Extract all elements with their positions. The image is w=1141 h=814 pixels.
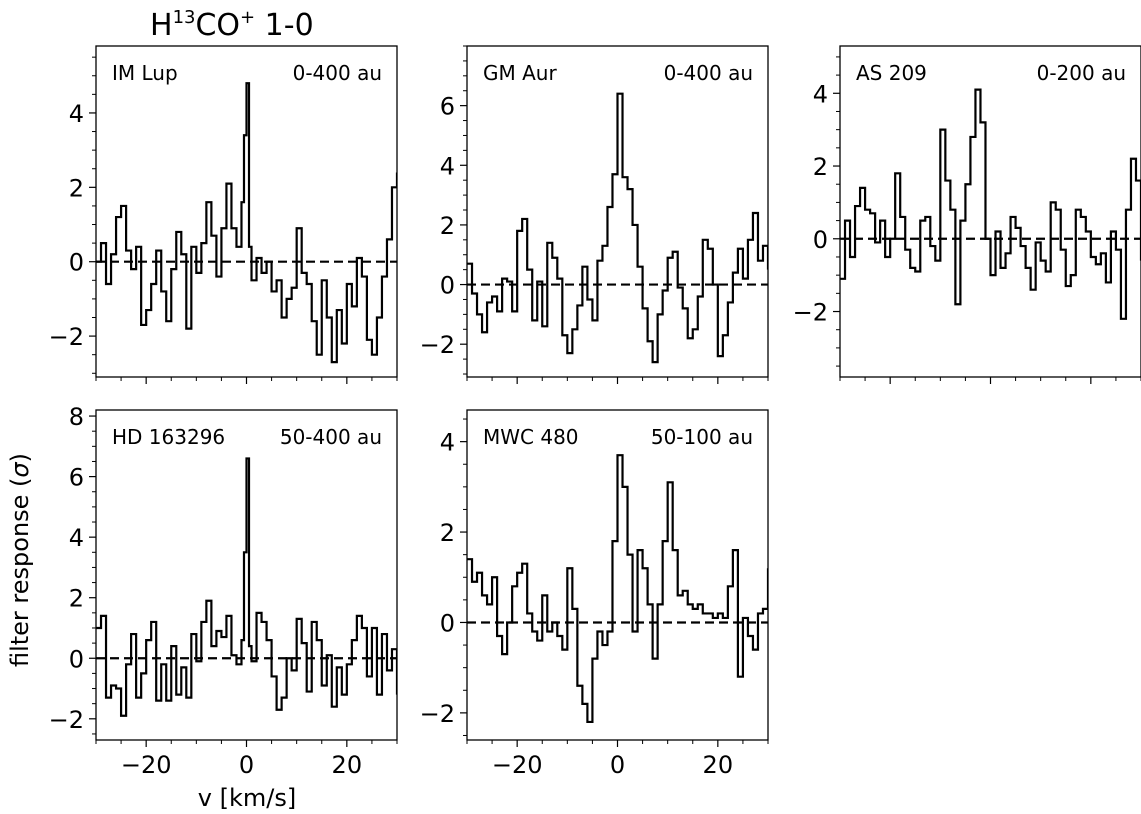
hd-163296-x-tick-label: −20 bbox=[121, 751, 172, 779]
gm-aur-source-label: GM Aur bbox=[483, 61, 557, 85]
title-superscript-charge: + bbox=[240, 7, 255, 28]
as-209-y-tick-label: 2 bbox=[813, 153, 828, 181]
y-axis-label-symbol: σ bbox=[6, 462, 34, 478]
im-lup-spectrum-line bbox=[96, 82, 397, 364]
as-209-radius-label: 0-200 au bbox=[1037, 61, 1126, 85]
gm-aur-y-tick-label: 4 bbox=[440, 152, 455, 180]
mwc-480-source-label: MWC 480 bbox=[483, 425, 579, 449]
hd-163296-spectrum-line bbox=[96, 457, 397, 717]
y-axis-label-suffix: ) bbox=[6, 453, 34, 462]
im-lup-y-tick-label: −2 bbox=[49, 323, 84, 351]
as-209-y-tick-label: −2 bbox=[793, 299, 828, 327]
hd-163296-y-tick-label: 2 bbox=[69, 585, 84, 613]
panel-gm-aur: −2 0 2 4 6 GM Aur 0-400 au bbox=[420, 45, 769, 384]
gm-aur-y-tick-label: 6 bbox=[440, 93, 455, 121]
title-molecule: CO bbox=[195, 8, 240, 43]
hd-163296-y-tick-label: −2 bbox=[49, 706, 84, 734]
hd-163296-y-tick-label: 6 bbox=[69, 464, 84, 492]
as-209-frame bbox=[839, 45, 1141, 378]
gm-aur-y-tick-label: 2 bbox=[440, 212, 455, 240]
as-209-spectrum-line bbox=[840, 88, 1141, 320]
mwc-480-y-tick-label: −2 bbox=[420, 700, 455, 728]
y-axis-label: filter response (σ) bbox=[6, 453, 34, 667]
gm-aur-y-tick-label: −2 bbox=[420, 331, 455, 359]
title-prefix: H bbox=[150, 8, 173, 43]
title-transition: 1-0 bbox=[255, 8, 314, 43]
hd-163296-y-tick-label: 0 bbox=[69, 645, 84, 673]
panel-as-209: −2 0 2 4 AS 209 0-200 au bbox=[793, 45, 1141, 384]
hd-163296-radius-label: 50-400 au bbox=[280, 425, 382, 449]
im-lup-y-tick-label: 0 bbox=[69, 249, 84, 277]
as-209-y-tick-label: 0 bbox=[813, 226, 828, 254]
as-209-source-label: AS 209 bbox=[856, 61, 927, 85]
hd-163296-y-tick-label: 8 bbox=[69, 403, 84, 431]
hd-163296-x-tick-label: 0 bbox=[239, 751, 254, 779]
mwc-480-y-tick-label: 2 bbox=[440, 519, 455, 547]
mwc-480-y-tick-label: 0 bbox=[440, 609, 455, 637]
mwc-480-spectrum-line bbox=[467, 454, 768, 724]
gm-aur-y-tick-label: 0 bbox=[440, 272, 455, 300]
mwc-480-radius-label: 50-100 au bbox=[651, 425, 753, 449]
title-superscript-isotope: 13 bbox=[173, 7, 196, 28]
y-axis-label-prefix: filter response ( bbox=[6, 478, 34, 667]
hd-163296-source-label: HD 163296 bbox=[112, 425, 225, 449]
gm-aur-radius-label: 0-400 au bbox=[664, 61, 753, 85]
mwc-480-x-tick-label: 0 bbox=[610, 751, 625, 779]
gm-aur-spectrum-line bbox=[467, 92, 768, 364]
im-lup-y-tick-label: 2 bbox=[69, 174, 84, 202]
as-209-y-tick-label: 4 bbox=[813, 80, 828, 108]
im-lup-radius-label: 0-400 au bbox=[293, 61, 382, 85]
panel-im-lup: −2 0 2 4 IM Lup 0-400 au bbox=[49, 45, 398, 384]
x-axis-label: v [km/s] bbox=[198, 784, 296, 812]
mwc-480-x-tick-label: 20 bbox=[703, 751, 734, 779]
figure-title: H13CO+ 1-0 bbox=[150, 7, 314, 43]
hd-163296-y-tick-label: 4 bbox=[69, 524, 84, 552]
hd-163296-x-tick-label: 20 bbox=[332, 751, 363, 779]
mwc-480-x-tick-label: −20 bbox=[492, 751, 543, 779]
mwc-480-y-tick-label: 4 bbox=[440, 429, 455, 457]
im-lup-source-label: IM Lup bbox=[112, 61, 178, 85]
im-lup-y-tick-label: 4 bbox=[69, 100, 84, 128]
